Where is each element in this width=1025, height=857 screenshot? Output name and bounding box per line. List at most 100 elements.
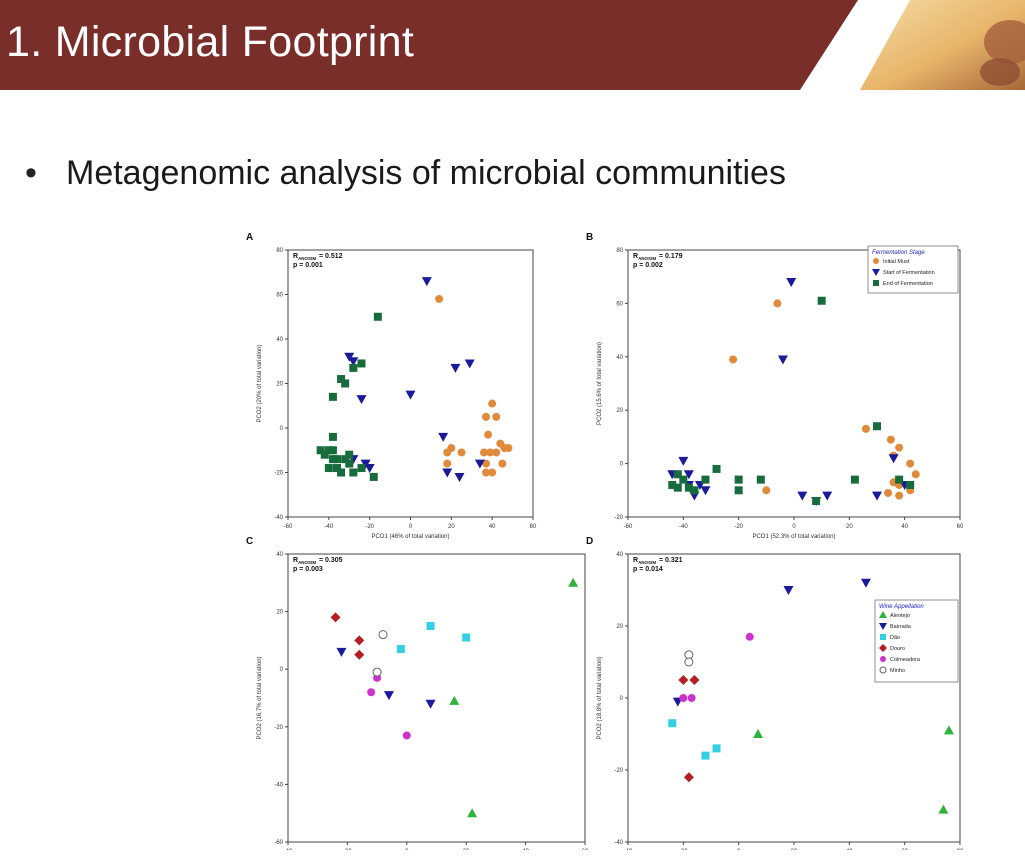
data-point bbox=[797, 491, 808, 501]
panel-b: B -60 -40 -20 0 20 40 60 -20 0 20 40 60 80 PCO1 (52.3%… bbox=[586, 232, 964, 540]
data-point bbox=[330, 612, 341, 623]
data-point bbox=[482, 459, 491, 468]
stat-subscript: ANOSIM bbox=[298, 560, 316, 565]
y-tick-label: -20 bbox=[274, 471, 283, 477]
x-tick-label: 40 bbox=[901, 524, 908, 530]
data-point bbox=[911, 470, 920, 479]
data-point bbox=[712, 744, 721, 753]
series-group bbox=[672, 578, 871, 707]
data-point bbox=[486, 448, 495, 457]
data-point bbox=[786, 278, 797, 288]
data-point bbox=[378, 630, 388, 640]
p-value: p = 0.001 bbox=[293, 262, 323, 269]
data-point bbox=[345, 450, 354, 459]
legend: Fermentation Stage Initial Must Start of F… bbox=[867, 245, 959, 294]
x-tick-label: -60 bbox=[624, 524, 633, 530]
data-point bbox=[683, 772, 694, 783]
data-point bbox=[482, 468, 491, 477]
x-tick-label: 0 bbox=[792, 524, 796, 530]
data-point bbox=[464, 359, 475, 369]
title-bar: 1. Microbial Footprint bbox=[0, 0, 1025, 90]
data-point bbox=[435, 294, 444, 303]
data-point bbox=[438, 432, 449, 442]
data-point bbox=[328, 455, 337, 464]
series-group bbox=[344, 277, 485, 482]
data-point bbox=[568, 577, 579, 587]
data-point bbox=[480, 448, 488, 457]
y-axis-label: PCO2 (16.7% of total variation) bbox=[257, 656, 263, 739]
series-group bbox=[729, 299, 920, 500]
y-axis-label: PCO2 (18.8% of total variation) bbox=[597, 656, 603, 739]
stat-label: R bbox=[633, 557, 638, 564]
data-point bbox=[673, 483, 682, 492]
data-point bbox=[679, 475, 688, 484]
y-tick-label: 0 bbox=[280, 667, 284, 673]
series-group bbox=[435, 294, 513, 477]
data-point bbox=[367, 688, 376, 697]
series-group bbox=[367, 673, 411, 740]
data-point bbox=[884, 488, 893, 497]
data-point bbox=[673, 470, 682, 479]
data-point bbox=[364, 464, 375, 474]
data-point bbox=[482, 412, 491, 421]
data-point bbox=[817, 296, 826, 305]
x-tick-label: 20 bbox=[448, 524, 455, 530]
y-axis-label: PCO2 (20% of total variation) bbox=[257, 344, 263, 422]
data-point bbox=[872, 269, 880, 276]
data-point bbox=[879, 644, 887, 652]
data-point bbox=[357, 359, 366, 368]
series-group bbox=[684, 650, 694, 667]
data-point bbox=[906, 480, 915, 489]
data-point bbox=[812, 496, 821, 505]
data-point bbox=[383, 691, 394, 701]
data-point bbox=[354, 635, 365, 646]
panel-letter: B bbox=[586, 232, 593, 243]
data-point bbox=[333, 455, 341, 464]
p-value: p = 0.002 bbox=[633, 262, 663, 269]
y-tick-label: 80 bbox=[276, 248, 283, 254]
data-point bbox=[336, 647, 347, 657]
data-point bbox=[938, 804, 949, 814]
data-point bbox=[943, 725, 954, 735]
grape-decoration bbox=[980, 58, 1020, 86]
data-point bbox=[888, 454, 899, 464]
legend-box bbox=[874, 599, 959, 683]
bullet-marker: • bbox=[25, 154, 37, 192]
stat-subscript: ANOSIM bbox=[638, 256, 656, 261]
x-tick-label: -40 bbox=[679, 524, 688, 530]
title-bar-graphic bbox=[0, 0, 1025, 90]
data-point bbox=[341, 455, 350, 464]
data-point bbox=[777, 355, 788, 365]
plot-frame bbox=[287, 249, 534, 518]
data-point bbox=[895, 443, 904, 452]
anosim-statistic: RANOSIM = 0.305 bbox=[293, 557, 343, 565]
series-group bbox=[330, 612, 365, 660]
data-point bbox=[328, 392, 337, 401]
data-point bbox=[333, 464, 341, 473]
data-point bbox=[372, 667, 382, 677]
data-point bbox=[426, 622, 435, 630]
x-tick-label: -40 bbox=[324, 524, 333, 530]
data-point bbox=[906, 459, 915, 468]
panel-letter: A bbox=[246, 232, 253, 243]
legend-entry: Douro bbox=[890, 646, 905, 652]
legend-entry: End of Fermentation bbox=[883, 281, 933, 287]
stat-value: = 0.179 bbox=[657, 253, 683, 260]
x-tick-label: -20 bbox=[679, 849, 688, 850]
x-tick-label: 40 bbox=[489, 524, 496, 530]
y-axis-label: PCO2 (15.6% of total variation) bbox=[597, 342, 603, 425]
y-tick-label: 80 bbox=[616, 248, 623, 254]
data-point bbox=[880, 656, 886, 662]
x-tick-label: 40 bbox=[846, 849, 853, 850]
data-point bbox=[700, 486, 711, 496]
data-point bbox=[689, 675, 700, 685]
data-point bbox=[762, 486, 771, 495]
data-point bbox=[341, 379, 350, 388]
data-point bbox=[860, 578, 871, 588]
data-point bbox=[324, 464, 333, 473]
data-point bbox=[773, 299, 782, 308]
data-point bbox=[454, 472, 465, 482]
